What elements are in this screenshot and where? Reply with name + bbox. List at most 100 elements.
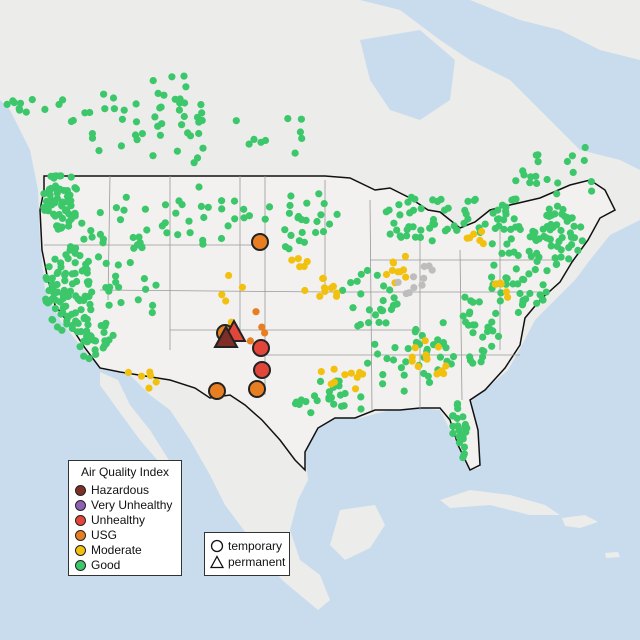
monitor-dot <box>379 297 387 305</box>
monitor-dot <box>459 413 467 421</box>
monitor-dot <box>126 259 134 267</box>
hispaniola <box>562 515 598 528</box>
monitor-dot <box>568 241 576 249</box>
monitor-dot <box>296 263 304 271</box>
monitor-dot <box>102 259 110 267</box>
monitor-dot <box>74 295 82 303</box>
monitor-dot <box>48 274 56 282</box>
monitor-dot <box>349 304 357 312</box>
monitor-dot <box>526 289 534 298</box>
monitor-dot <box>401 252 409 260</box>
monitor-dot <box>204 203 212 211</box>
high-aqi-temporary-monitor <box>251 233 269 251</box>
monitor-dot <box>545 205 553 213</box>
monitor-dot <box>333 210 341 218</box>
monitor-dot <box>500 225 508 233</box>
monitor-dot <box>498 201 507 209</box>
monitor-dot <box>518 301 527 309</box>
monitor-dot <box>409 273 418 281</box>
monitor-dot <box>390 219 398 227</box>
monitor-dot <box>76 252 84 260</box>
monitor-dot <box>498 249 506 257</box>
monitor-dot <box>478 227 486 236</box>
monitor-dot <box>453 226 461 234</box>
monitor-dot <box>543 267 551 275</box>
legend-permanent: permanent <box>210 555 285 569</box>
monitor-dot <box>577 223 585 231</box>
monitor-dot <box>557 246 565 254</box>
monitor-dot <box>465 310 473 318</box>
monitor-dot <box>252 308 260 316</box>
monitor-dot <box>109 94 118 102</box>
monitor-dot <box>403 232 411 240</box>
monitor-dot <box>428 266 436 274</box>
monitor-dot <box>83 269 91 277</box>
monitor-dot <box>533 257 541 265</box>
monitor-dot <box>140 275 148 283</box>
monitor-dot <box>461 293 469 301</box>
monitor-dot <box>390 294 398 302</box>
monitor-dot <box>77 306 85 314</box>
monitor-dot <box>78 219 86 227</box>
monitor-dot <box>491 224 499 233</box>
monitor-dot <box>105 287 113 295</box>
high-aqi-temporary-monitor <box>208 382 226 400</box>
monitor-dot <box>363 266 371 275</box>
monitor-dot <box>481 220 489 228</box>
monitor-dot <box>284 115 292 123</box>
monitor-dot <box>149 77 157 85</box>
legend-label: permanent <box>228 555 286 569</box>
monitor-dot <box>161 201 170 209</box>
monitor-dot <box>502 210 510 218</box>
monitor-dot <box>341 389 349 398</box>
monitor-dot <box>514 308 523 317</box>
monitor-dot <box>48 280 56 288</box>
monitor-dot <box>232 117 240 125</box>
monitor-dot <box>353 277 361 285</box>
monitor-dot <box>420 274 428 282</box>
monitor-dot <box>109 331 117 339</box>
monitor-dot <box>449 353 458 361</box>
monitor-dot <box>195 129 203 138</box>
monitor-dot <box>329 282 337 290</box>
monitor-dot <box>325 388 333 396</box>
monitor-dot <box>117 142 125 150</box>
monitor-dot <box>100 90 108 98</box>
monitor-dot <box>64 312 72 320</box>
monitor-dot <box>531 266 539 274</box>
monitor-dot <box>138 130 146 138</box>
monitor-dot <box>257 138 265 146</box>
monitor-dot <box>395 201 403 209</box>
monitor-dot <box>312 228 320 237</box>
monitor-dot <box>463 234 471 242</box>
monitor-dot <box>53 280 61 289</box>
monitor-dot <box>156 131 164 139</box>
monitor-dot <box>51 305 60 313</box>
monitor-dot <box>519 167 527 175</box>
monitor-dot <box>120 106 128 114</box>
monitor-dot <box>59 309 67 317</box>
monitor-dot <box>581 143 589 152</box>
monitor-dot <box>339 286 347 294</box>
monitor-dot <box>174 231 182 239</box>
monitor-dot <box>319 228 328 236</box>
monitor-dot <box>281 226 289 234</box>
monitor-dot <box>134 296 142 304</box>
monitor-dot <box>287 231 295 239</box>
legend-label: Unhealthy <box>91 513 146 527</box>
monitor-dot <box>129 233 137 242</box>
monitor-dot <box>442 362 450 370</box>
monitor-dot <box>388 266 396 275</box>
monitor-dot <box>175 197 183 205</box>
monitor-dot <box>533 299 541 307</box>
monitor-dot <box>80 314 88 322</box>
monitor-dot <box>396 268 404 276</box>
monitor-dot <box>307 409 315 417</box>
monitor-dot <box>68 321 77 329</box>
monitor-dot <box>437 368 445 376</box>
monitor-dot <box>217 234 226 243</box>
monitor-dot <box>41 105 49 113</box>
monitor-dot <box>534 158 542 166</box>
monitor-dot <box>317 211 325 219</box>
monitor-dot <box>112 204 120 212</box>
